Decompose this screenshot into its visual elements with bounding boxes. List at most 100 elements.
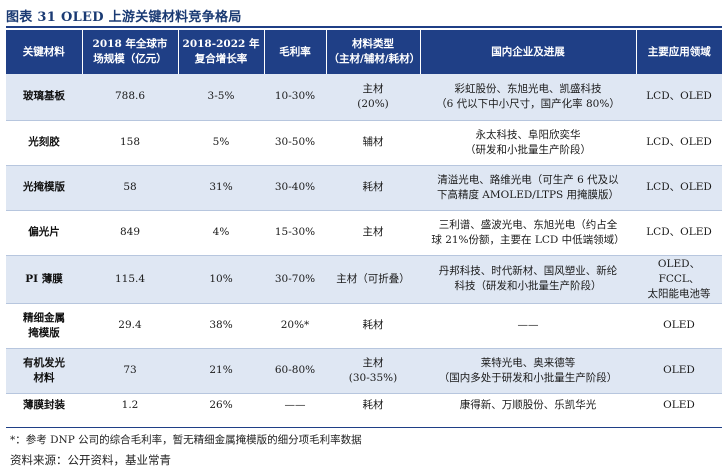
cell-domestic: 丹邦科技、时代新材、国风塑业、新纶 科技（研发和小批量生产阶段）	[420, 254, 636, 303]
col-applications-header-line: 主要应用领域	[647, 45, 711, 58]
cell-material: 光掩模版	[6, 164, 82, 210]
cell-type: 耗材	[326, 164, 420, 210]
cell-type-line: 主材	[362, 82, 384, 95]
cell-material: 精细金属 掩模版	[6, 302, 82, 348]
cell-domestic-line: 康得新、万顺股份、乐凯华光	[459, 398, 597, 411]
col-material-header: 关键材料	[6, 30, 82, 74]
cell-material-line: 光刻胶	[28, 136, 60, 148]
cell-cagr: 4%	[178, 209, 264, 255]
cell-cagr-line: 26%	[209, 398, 233, 411]
cell-type: 辅材	[326, 119, 420, 165]
cell-type-line: 主材（可折叠）	[336, 272, 410, 285]
cell-material: 有机发光 材料	[6, 347, 82, 393]
cell-apps: LCD、OLED	[636, 119, 722, 165]
col-market-size-header-line: 2018 年全球市	[92, 38, 168, 50]
cell-margin-line: 60-80%	[274, 364, 316, 376]
materials-table: 关键材料 2018 年全球市 场规模（亿元） 2018-2022 年复合增长率 毛利率材…	[6, 30, 722, 417]
cell-cagr-line: 31%	[209, 181, 233, 193]
col-cagr-header: 2018-2022 年复合增长率	[177, 30, 264, 74]
col-cagr-header-line: 2018-2022 年	[182, 38, 260, 50]
col-cagr-header-line: 复合增长率	[194, 53, 248, 65]
source-line: 资料来源：公开资料，基业常青	[10, 453, 171, 467]
cell-material-line: 玻璃基板	[23, 90, 65, 103]
footnote: *：参考 DNP 公司的综合毛利率，暂无精细金属掩模版的细分项毛利率数据	[10, 434, 362, 446]
cell-material: 薄膜封装	[6, 392, 82, 417]
cell-size: 788.6	[82, 74, 178, 120]
cell-apps: LCD、OLED	[636, 164, 722, 210]
cell-margin: 15-30%	[264, 209, 326, 255]
cell-size: 73	[82, 347, 178, 393]
header-row: 关键材料 2018 年全球市 场规模（亿元） 2018-2022 年复合增长率 毛利率材…	[6, 30, 722, 74]
title-rule	[6, 26, 722, 28]
cell-domestic-line: 永太科技、阜阳欣奕华	[475, 128, 581, 141]
cell-type: 主材 (20%)	[326, 74, 420, 120]
cell-margin-line: 30-70%	[274, 272, 316, 285]
cell-domestic-line: 彩虹股份、东旭光电、凯盛科技	[454, 82, 602, 95]
cell-apps-line: OLED、FCCL、	[657, 257, 701, 285]
cell-type-line: 耗材	[362, 319, 384, 331]
cell-material-line: 薄膜封装	[23, 398, 65, 411]
cell-material-line: 光掩模版	[23, 181, 65, 193]
table-row: PI 薄膜 115.4 10% 30-70% 主材（可折叠） 丹邦科技、时代新材、国风塑业…	[6, 254, 722, 303]
cell-margin-line: 15-30%	[274, 226, 316, 238]
cell-type-line: 辅材	[362, 136, 384, 148]
cell-margin-line: ——	[284, 398, 306, 411]
cell-material-line: 材料	[33, 371, 55, 384]
cell-size: 849	[82, 209, 178, 255]
cell-type: 耗材	[326, 302, 420, 348]
cell-size-line: 1.2	[121, 398, 139, 411]
cell-apps-line: OLED	[663, 364, 695, 376]
cell-domestic-line: 清溢光电、路维光电（可生产 6 代及以	[437, 173, 619, 186]
cell-domestic: 莱特光电、奥来德等 （国内多处于研发和小批量生产阶段）	[420, 347, 636, 393]
cell-type-line: 耗材	[362, 181, 384, 193]
table-body: 玻璃基板 788.6 3-5% 10-30% 主材 (20%) 彩虹股份、东旭光电、凯盛科技…	[6, 74, 722, 417]
cell-size-line: 788.6	[114, 90, 146, 103]
cell-cagr: 5%	[178, 119, 264, 165]
table-row: 光刻胶 158 5% 30-50% 辅材 永太科技、阜阳欣奕华 （研发和小批量生产阶段） LC…	[6, 119, 722, 165]
cell-margin-line: 30-40%	[274, 181, 316, 193]
cell-apps-line: LCD、OLED	[646, 90, 712, 103]
col-market-size-header: 2018 年全球市 场规模（亿元）	[81, 30, 178, 74]
cell-type: 主材	[326, 209, 420, 255]
cell-type-line: 主材	[362, 226, 384, 238]
cell-size-line: 115.4	[114, 272, 146, 285]
col-domestic-header: 国内企业及进展	[419, 30, 636, 74]
cell-size-line: 158	[119, 136, 141, 148]
cell-type: 主材（可折叠）	[326, 254, 420, 303]
cell-material-line: 有机发光	[23, 356, 65, 369]
cell-domestic-line: 丹邦科技、时代新材、国风塑业、新纶	[438, 265, 618, 277]
cell-cagr: 3-5%	[178, 74, 264, 120]
cell-type: 主材 (30-35%)	[326, 347, 420, 393]
cell-size-line: 29.4	[118, 319, 142, 331]
col-applications-header: 主要应用领域	[635, 30, 722, 74]
table-row: 玻璃基板 788.6 3-5% 10-30% 主材 (20%) 彩虹股份、东旭光电、凯盛科技…	[6, 74, 722, 120]
cell-apps-line: LCD、OLED	[646, 226, 712, 238]
cell-apps: LCD、OLED	[636, 74, 722, 120]
cell-material-line: 掩模版	[28, 326, 60, 339]
cell-domestic-line: （研发和小批量生产阶段）	[465, 143, 591, 156]
cell-cagr-line: 4%	[212, 226, 230, 238]
cell-domestic: 三利谱、盛波光电、东旭光电（约占全球 21%份额，主要在 LCD 中低端领域）	[420, 209, 636, 255]
cell-cagr: 21%	[178, 347, 264, 393]
cell-type-line: 主材	[362, 356, 384, 369]
table-row: 精细金属 掩模版 29.4 38% 20%* 耗材 —— OLED	[6, 302, 722, 348]
cell-cagr: 38%	[178, 302, 264, 348]
cell-domestic-line: 球 21%份额，主要在 LCD 中低端领域）	[431, 233, 625, 246]
cell-size-line: 58	[123, 181, 137, 193]
cell-domestic: 康得新、万顺股份、乐凯华光	[420, 392, 636, 417]
cell-apps-line: 太阳能电池等	[647, 287, 711, 300]
col-material-header-line: 关键材料	[22, 45, 65, 58]
table-row: 薄膜封装 1.2 26% —— 耗材 康得新、万顺股份、乐凯华光 OLED	[6, 392, 722, 417]
col-market-size-header-line: 场规模（亿元）	[93, 53, 167, 65]
cell-apps-line: LCD、OLED	[646, 136, 712, 148]
col-material-type-header-line: 材料类型	[352, 38, 394, 50]
cell-apps-line: OLED	[663, 319, 695, 331]
cell-type-line: (30-35%)	[348, 371, 398, 384]
cell-margin: 30-70%	[264, 254, 326, 303]
cell-margin-line: 30-50%	[274, 136, 316, 148]
cell-size-line: 73	[123, 364, 137, 376]
cell-margin: 20%*	[264, 302, 326, 348]
cell-cagr: 31%	[178, 164, 264, 210]
cell-margin: 30-50%	[264, 119, 326, 165]
cell-size: 29.4	[82, 302, 178, 348]
